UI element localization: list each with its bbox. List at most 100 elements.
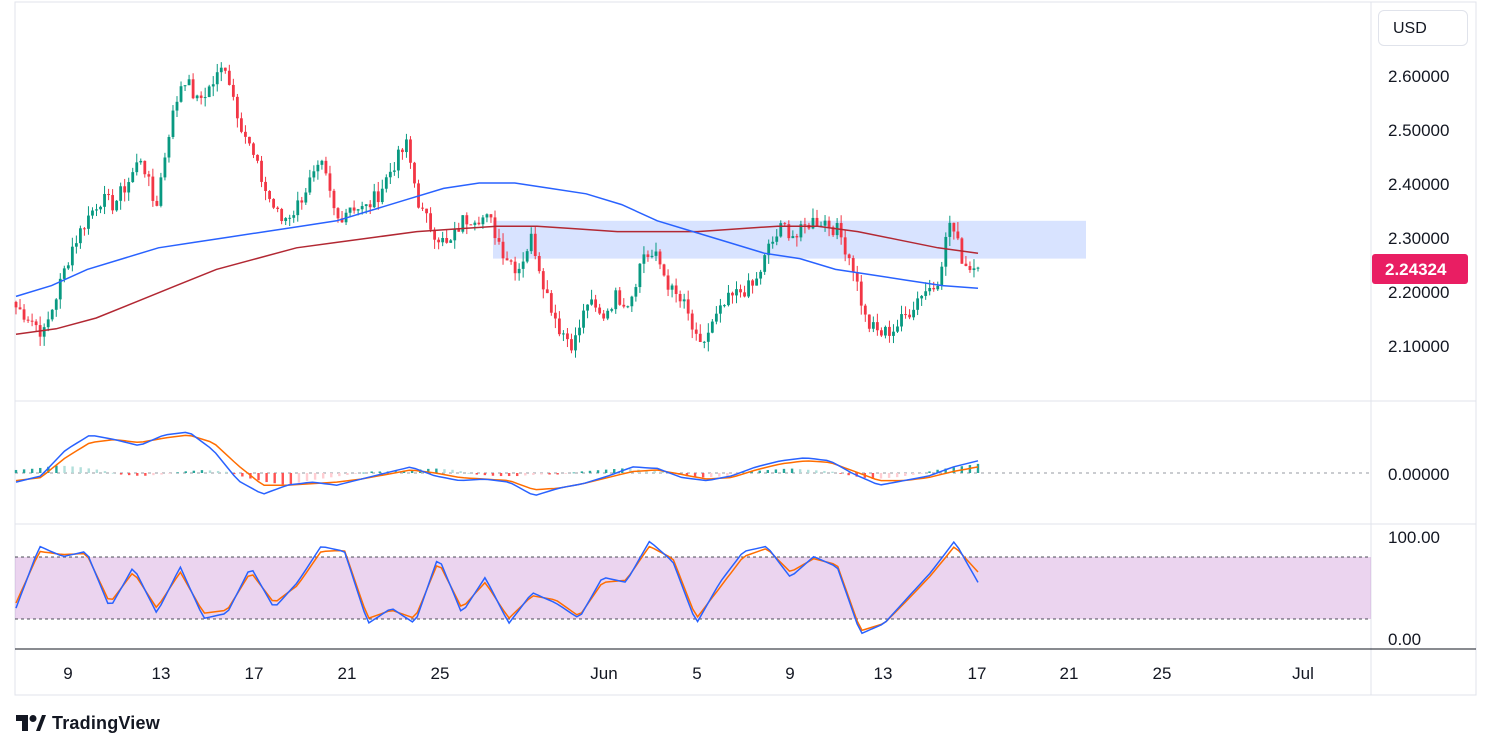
macd-histogram-bar: [321, 473, 325, 479]
stochastic-pane[interactable]: [15, 540, 1371, 635]
candle-body: [256, 154, 259, 161]
candle-body: [481, 217, 485, 225]
macd-histogram-bar: [370, 471, 373, 473]
macd-histogram-bar: [200, 470, 204, 473]
candle-body: [477, 222, 481, 225]
candle-body: [541, 271, 545, 290]
candle-body: [276, 207, 280, 209]
stochastic-k-line: [15, 540, 979, 635]
time-tick: 17: [968, 664, 987, 683]
candle-body: [231, 84, 235, 97]
tradingview-logo[interactable]: TradingView: [16, 710, 160, 736]
candle-body: [863, 305, 867, 315]
candle-body: [360, 206, 364, 210]
candle-body: [376, 191, 380, 203]
candle-body: [654, 251, 658, 256]
candle-body: [843, 237, 847, 255]
candle-body: [859, 281, 863, 306]
candle-body: [537, 255, 541, 272]
candle-body: [904, 314, 907, 316]
candle-body: [42, 327, 46, 337]
macd-histogram-bar: [22, 469, 26, 473]
candle-body: [602, 313, 606, 319]
candle-body: [179, 86, 183, 102]
candle-body: [735, 289, 738, 296]
candle-body: [920, 295, 924, 299]
time-tick: 13: [152, 664, 171, 683]
price-tick: 2.40000: [1388, 175, 1449, 194]
candle-body: [219, 67, 223, 73]
macd-histogram-bar: [871, 473, 875, 480]
candle-body: [851, 258, 855, 273]
candle-body: [252, 143, 255, 155]
candle-body: [650, 255, 654, 257]
macd-histogram-bar: [839, 473, 842, 474]
candle-body: [26, 319, 30, 321]
macd-histogram-bar: [216, 470, 220, 473]
macd-histogram-bar: [346, 473, 349, 475]
macd-histogram-bar: [693, 473, 697, 477]
candle-body: [203, 97, 207, 99]
candle-body: [574, 335, 577, 351]
candle-body: [771, 241, 775, 244]
macd-histogram-bar: [645, 470, 648, 473]
macd-pane[interactable]: [14, 431, 1371, 496]
macd-histogram-bar: [410, 470, 414, 473]
candle-body: [227, 70, 231, 85]
currency-selector[interactable]: USD: [1378, 10, 1468, 46]
candle-body: [107, 193, 110, 196]
candle-body: [497, 238, 501, 242]
macd-histogram-bar: [596, 470, 600, 473]
macd-histogram-bar: [362, 472, 365, 474]
macd-histogram-bar: [507, 473, 511, 477]
candle-body: [606, 310, 610, 319]
time-tick: 25: [1153, 664, 1172, 683]
candle-body: [54, 299, 58, 310]
candle-body: [662, 264, 666, 276]
candle-body: [598, 307, 602, 314]
macd-histogram-bar: [152, 473, 155, 476]
price-pane[interactable]: [14, 62, 1086, 358]
candle-body: [775, 236, 779, 242]
price-axis[interactable]: 2.60000 2.50000 2.40000 2.30000 2.20000 …: [1372, 67, 1468, 356]
candle-body: [759, 271, 763, 279]
candle-body: [582, 310, 585, 328]
macd-histogram-bar: [661, 471, 664, 473]
macd-histogram-bar: [111, 472, 115, 474]
candle-body: [14, 301, 18, 308]
candle-body: [240, 118, 243, 132]
candle-body: [767, 243, 771, 256]
candle-body: [916, 298, 920, 310]
time-axis[interactable]: 9 13 17 21 25 Jun 5 9 13 17 21 25 Jul: [63, 664, 1314, 683]
candle-body: [70, 246, 74, 266]
macd-histogram-bar: [184, 471, 187, 473]
candle-body: [183, 85, 187, 87]
candle-body: [79, 228, 82, 244]
macd-histogram-bar: [233, 473, 236, 475]
candle-body: [62, 268, 66, 279]
candle-body: [634, 287, 638, 297]
candle-body: [159, 177, 163, 206]
candle-body: [723, 305, 726, 307]
macd-histogram-bar: [208, 470, 212, 473]
candle-body: [586, 304, 589, 311]
candle-body: [244, 131, 247, 137]
candle-body: [215, 72, 219, 85]
candle-body: [316, 164, 320, 172]
macd-histogram-bar: [912, 473, 915, 475]
brand-name: TradingView: [52, 712, 160, 733]
macd-line: [15, 431, 979, 496]
macd-histogram-bar: [774, 469, 778, 473]
macd-histogram-bar: [734, 473, 737, 475]
candle-body: [642, 254, 646, 264]
candle-body: [875, 322, 879, 331]
macd-histogram-bar: [443, 469, 446, 473]
current-price-badge: [1372, 254, 1468, 284]
macd-histogram-bar: [168, 473, 171, 474]
candle-body: [304, 192, 308, 203]
price-tick: 2.60000: [1388, 67, 1449, 86]
candle-body: [111, 195, 115, 211]
candle-body: [119, 186, 123, 201]
candle-body: [751, 280, 754, 286]
